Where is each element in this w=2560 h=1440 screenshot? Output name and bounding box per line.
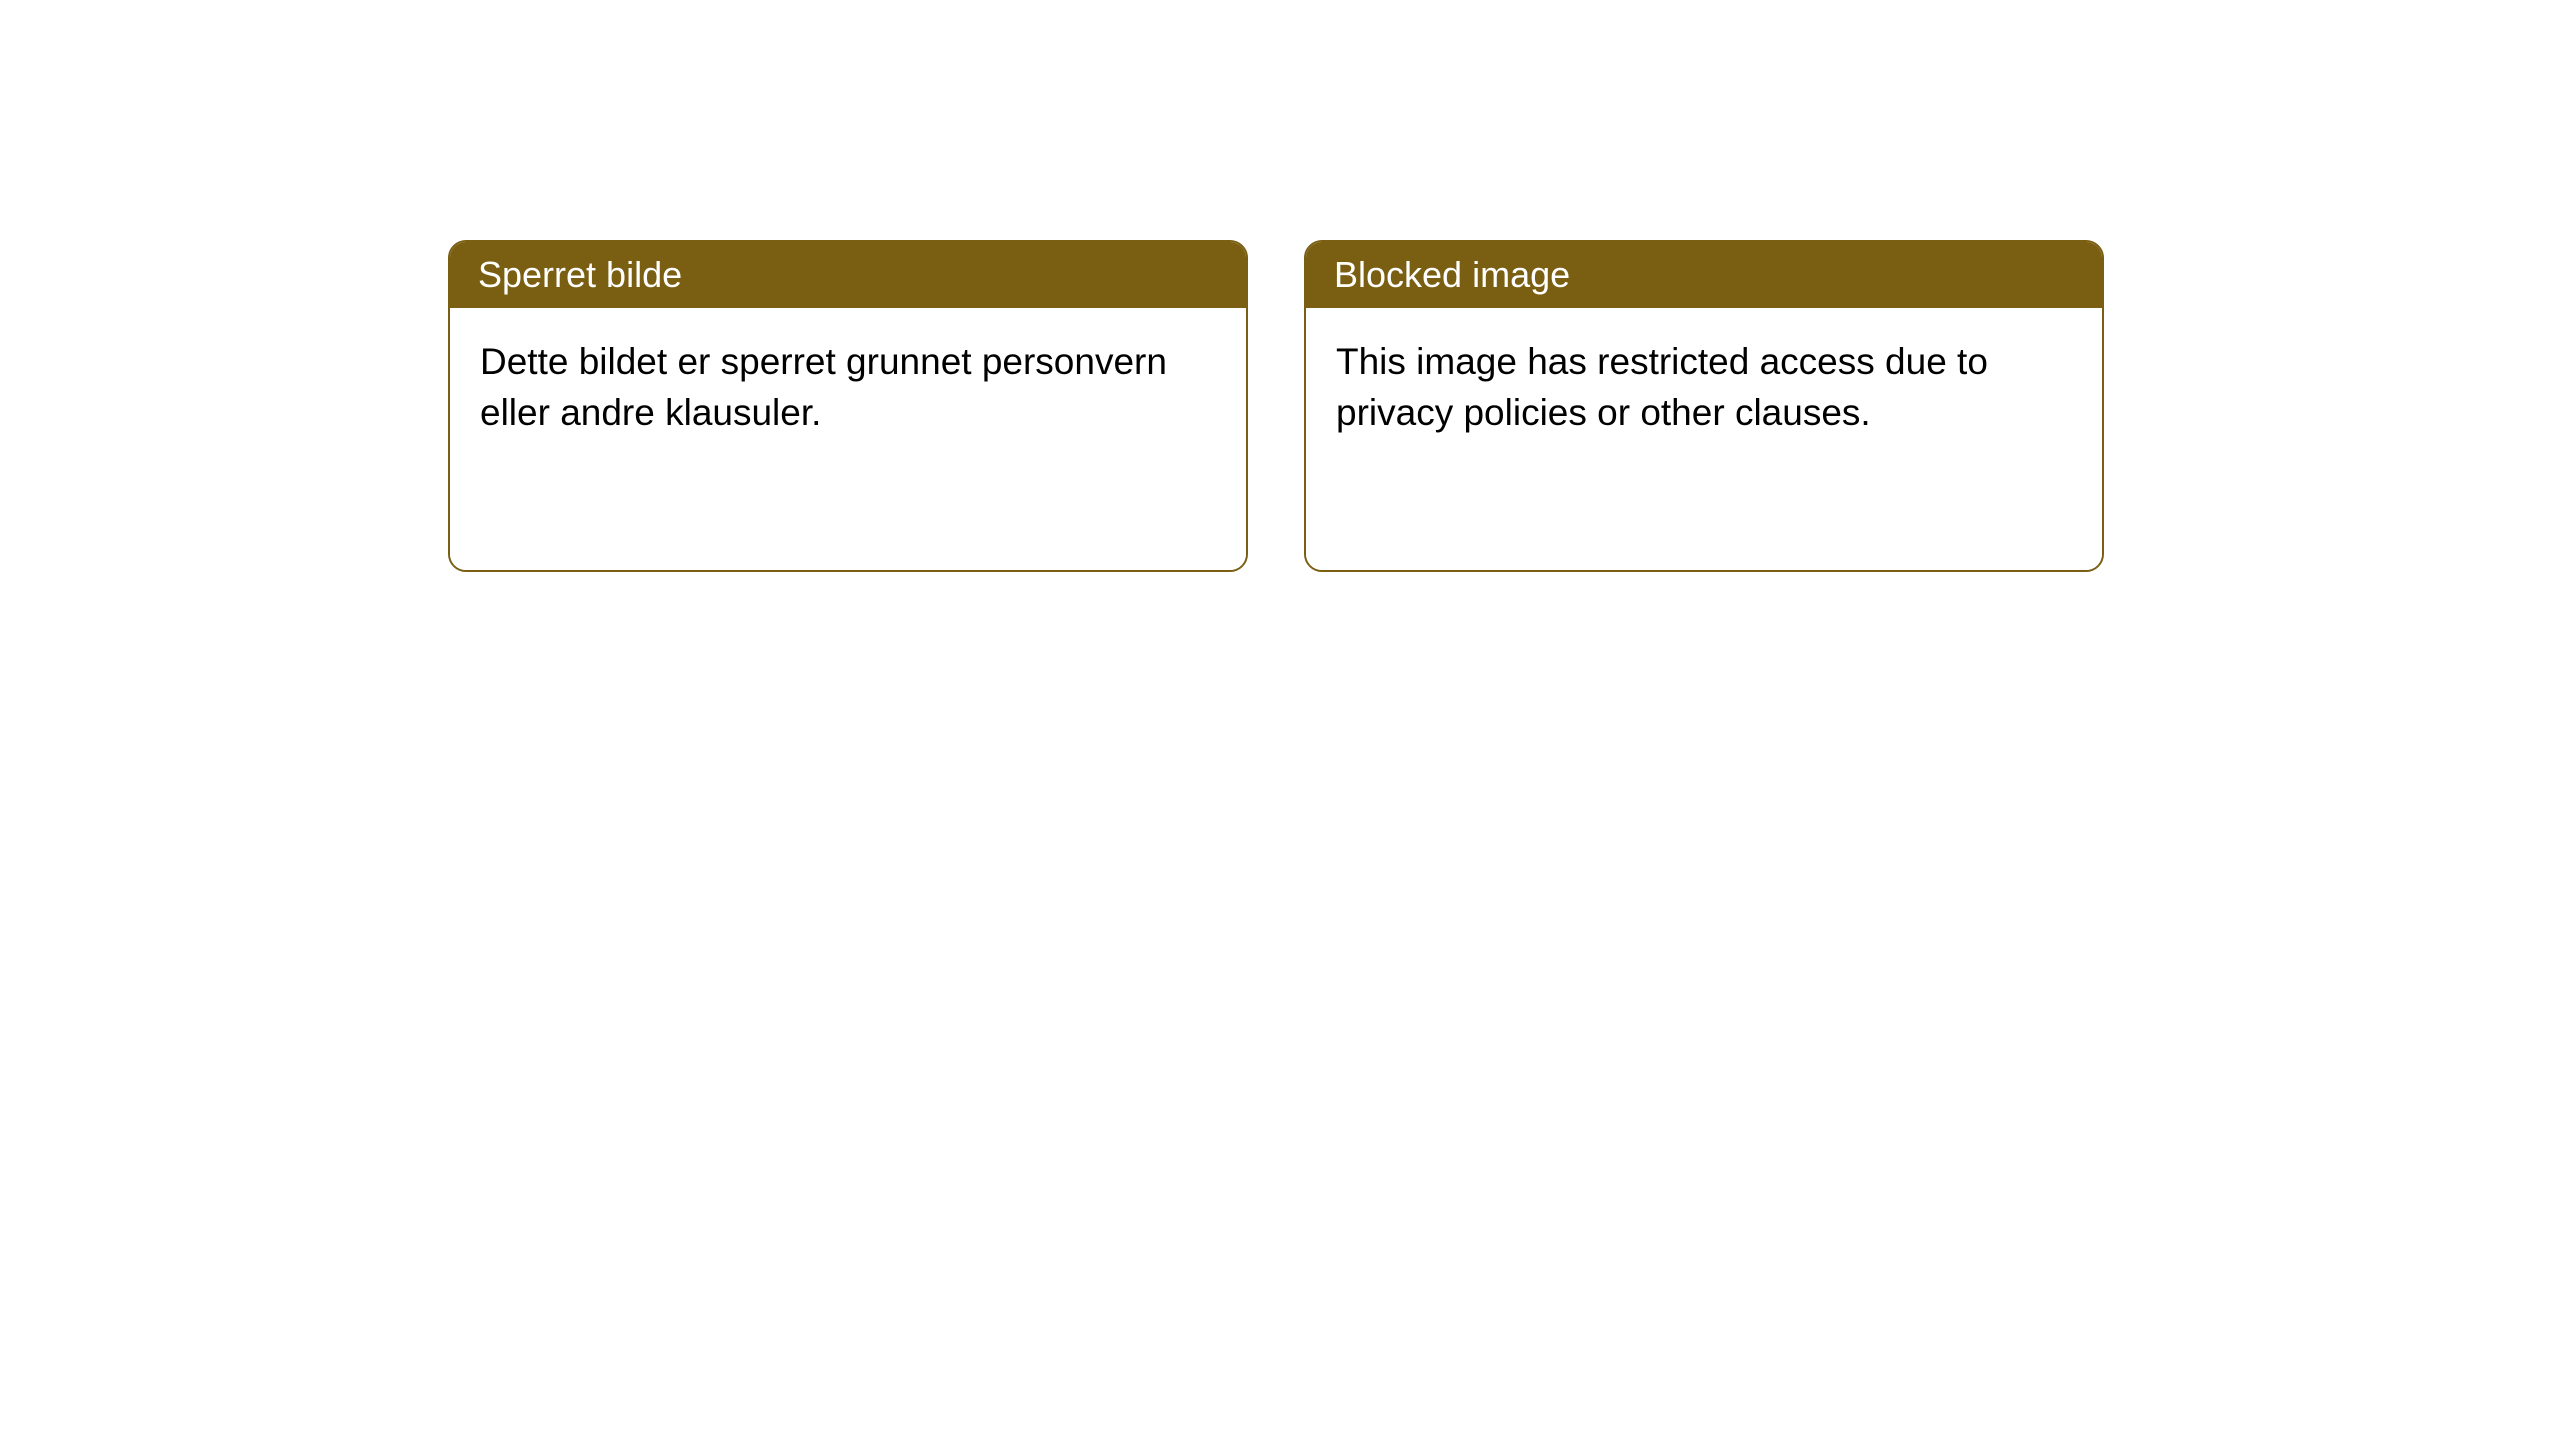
card-title-english: Blocked image (1334, 254, 1570, 295)
card-header-english: Blocked image (1306, 242, 2102, 308)
card-message-english: This image has restricted access due to … (1336, 336, 2072, 438)
card-header-norwegian: Sperret bilde (450, 242, 1246, 308)
card-body-english: This image has restricted access due to … (1306, 308, 2102, 570)
card-body-norwegian: Dette bildet er sperret grunnet personve… (450, 308, 1246, 570)
blocked-image-card-english: Blocked image This image has restricted … (1304, 240, 2104, 572)
card-message-norwegian: Dette bildet er sperret grunnet personve… (480, 336, 1216, 438)
cards-container: Sperret bilde Dette bildet er sperret gr… (448, 240, 2104, 572)
card-title-norwegian: Sperret bilde (478, 254, 682, 295)
blocked-image-card-norwegian: Sperret bilde Dette bildet er sperret gr… (448, 240, 1248, 572)
